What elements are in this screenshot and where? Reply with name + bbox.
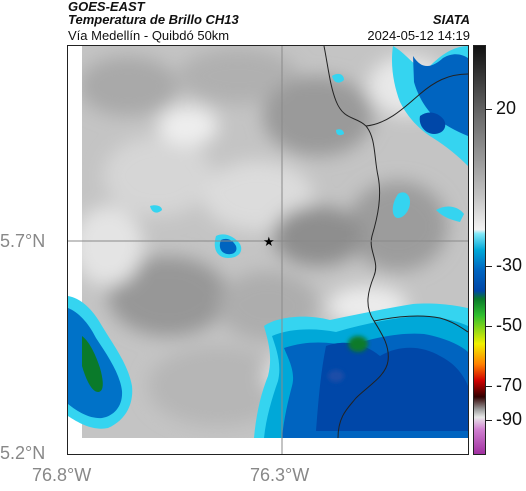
- colorbar-tick: [486, 266, 492, 267]
- product-title: GOES-EAST: [68, 0, 145, 14]
- product-subtitle: Temperatura de Brillo CH13: [68, 12, 239, 27]
- region-label: Vía Medellín - Quibdó 50km: [68, 28, 230, 43]
- colorbar-label: 20: [496, 98, 517, 118]
- lon-tick-label: 76.3°W: [250, 465, 310, 485]
- colorbar-label: -30: [496, 255, 523, 275]
- department-boundary: [323, 46, 389, 439]
- no-data-band: [68, 438, 468, 454]
- colorbar-label: -50: [496, 315, 523, 335]
- cold-cloud-regions: [68, 46, 468, 438]
- colorbar-tick: [486, 326, 492, 327]
- lat-tick-label: 5.7°N: [0, 231, 46, 251]
- location-marker-icon: ★: [263, 235, 275, 250]
- satellite-image: ★: [68, 46, 468, 454]
- colorbar-tick: [486, 109, 492, 110]
- boundary-north: [365, 73, 468, 127]
- colorbar-tick: [486, 386, 492, 387]
- timestamp-label: 2024-05-12 14:19: [367, 28, 470, 43]
- lat-tick-label: 5.2°N: [0, 443, 46, 463]
- map-plot[interactable]: ★: [67, 45, 469, 455]
- no-data-left: [68, 46, 82, 296]
- lon-tick-label: 76.8°W: [32, 465, 92, 485]
- colorbar-label: -70: [496, 375, 523, 395]
- cloud-cores: [328, 336, 368, 382]
- colorbar-label: -90: [496, 409, 523, 429]
- source-label: SIATA: [432, 12, 470, 27]
- boundary-branch: [373, 315, 468, 333]
- colorbar-tick: [486, 420, 492, 421]
- temperature-colorbar: [473, 45, 486, 455]
